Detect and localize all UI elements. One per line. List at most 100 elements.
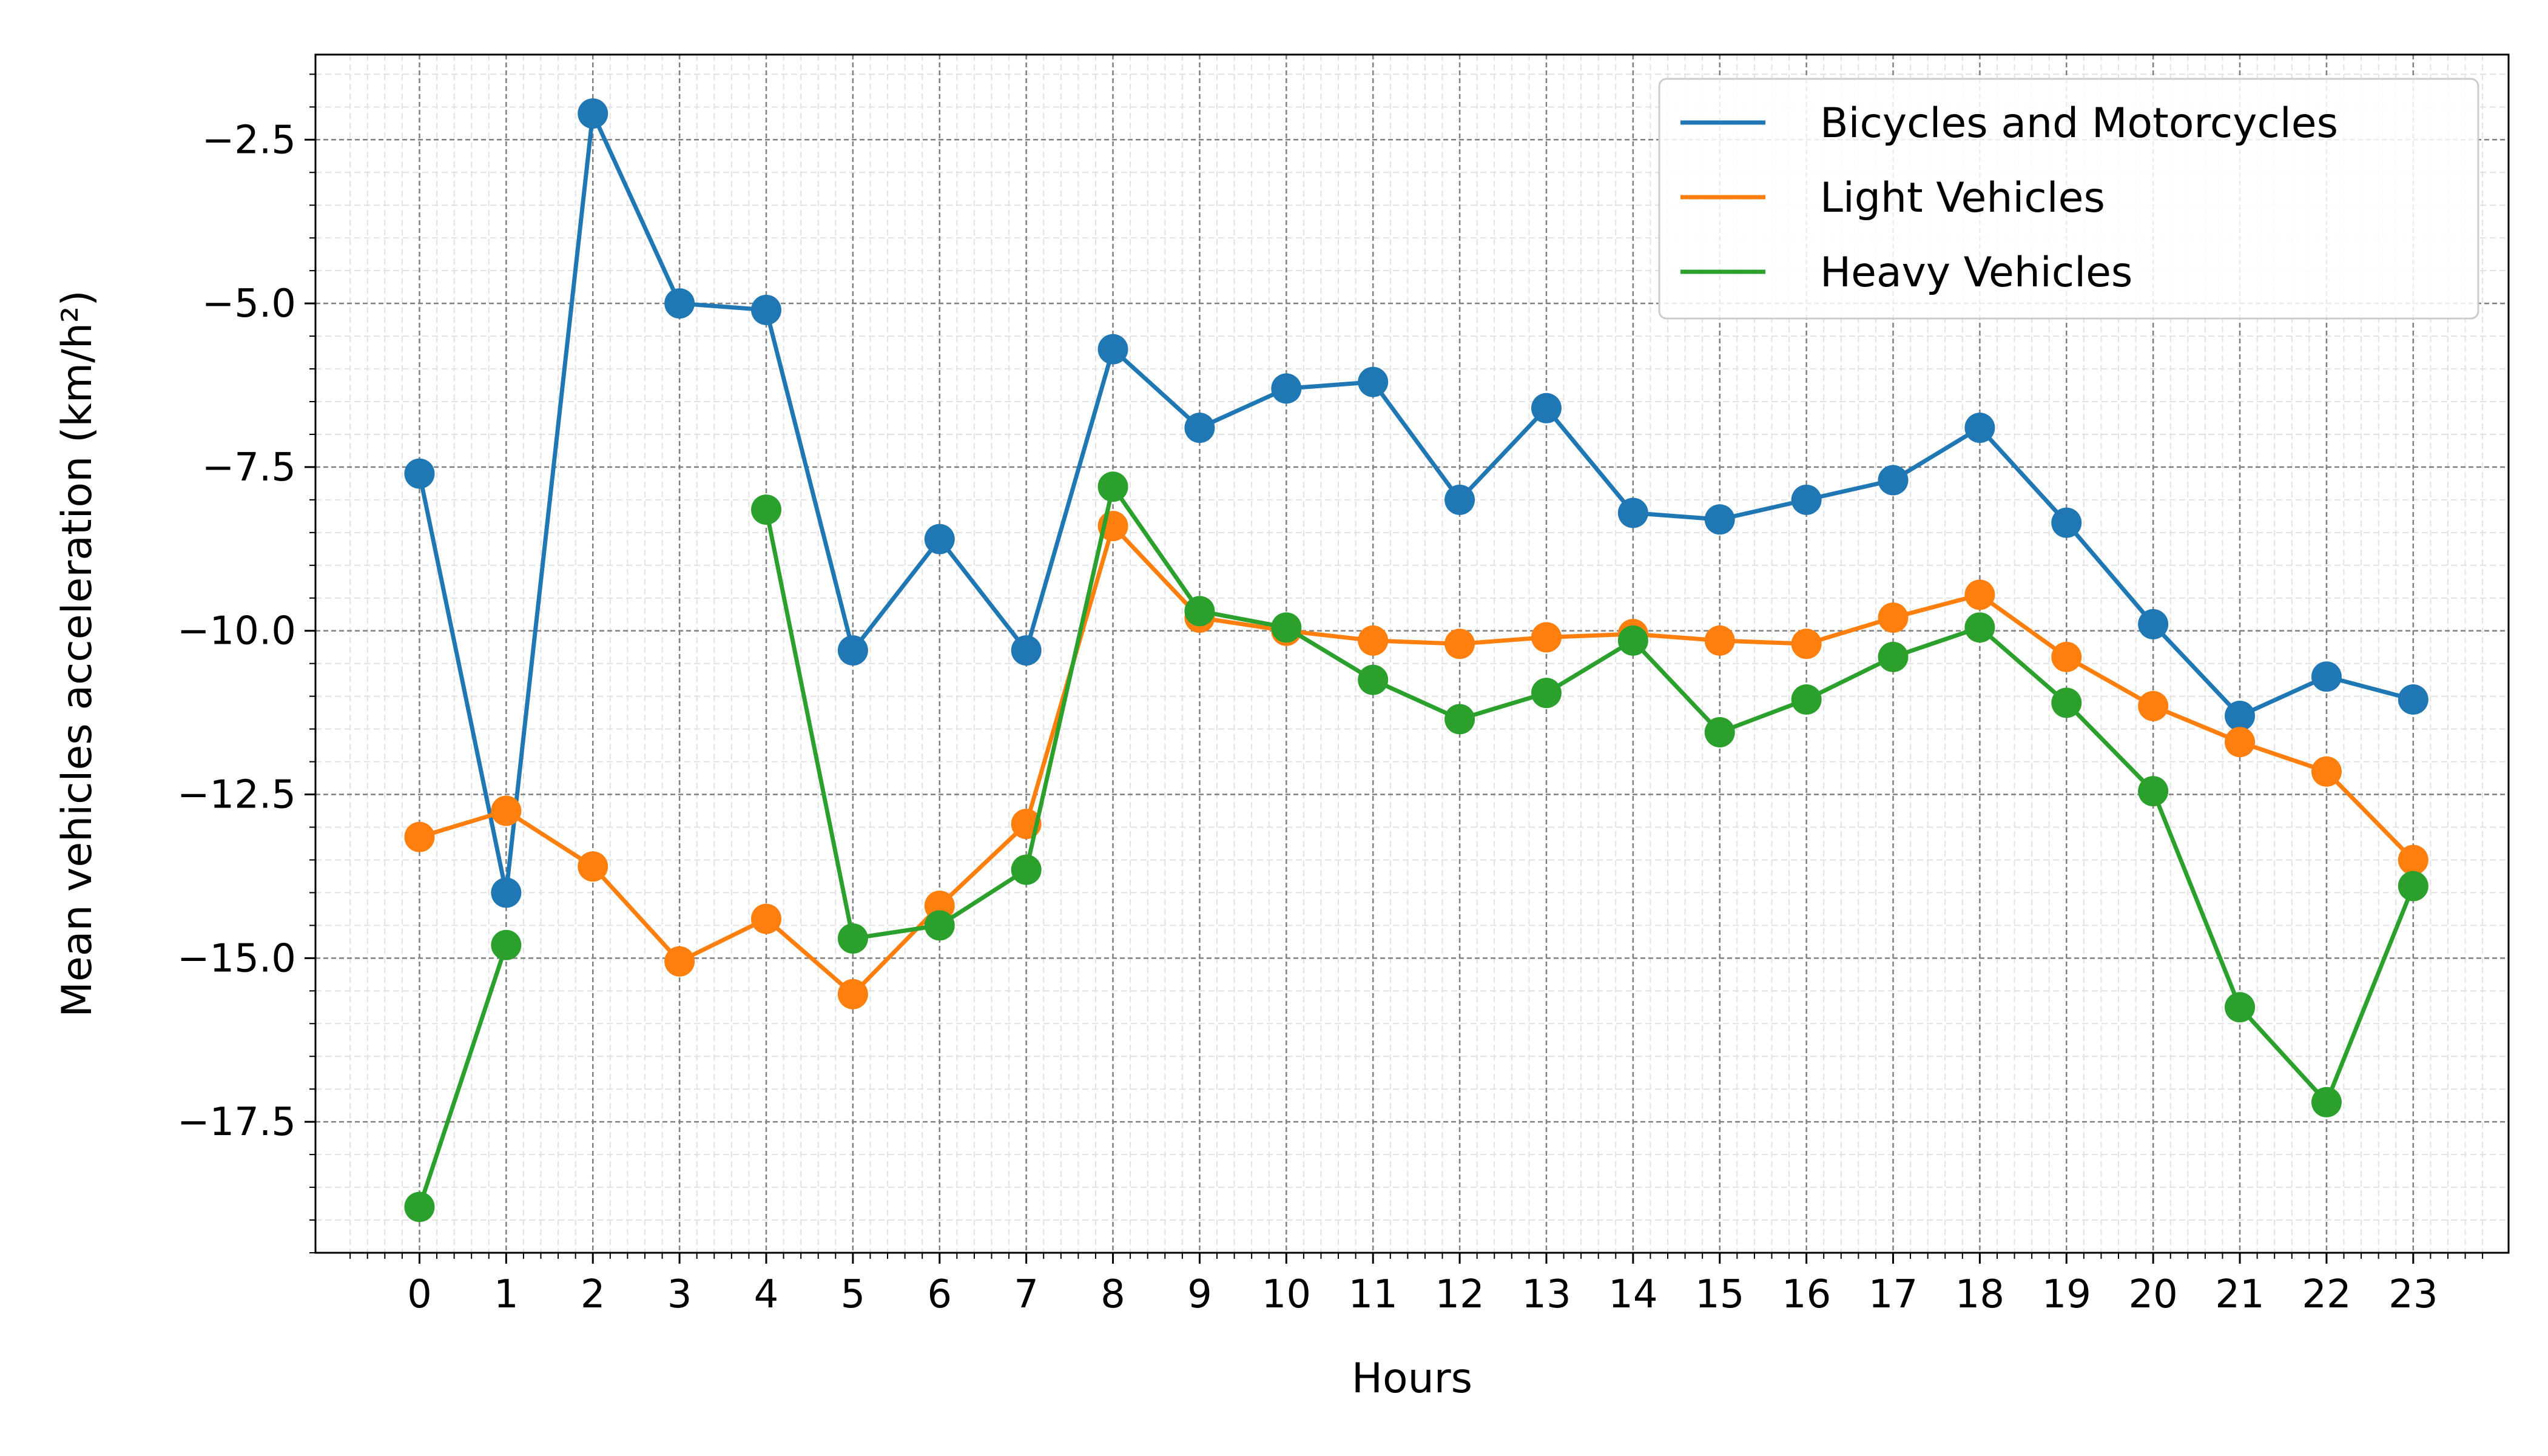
x-tick-label: 17 <box>1869 1272 1918 1317</box>
x-tick-label: 4 <box>754 1272 779 1317</box>
x-tick-label: 8 <box>1100 1272 1125 1317</box>
data-point <box>1964 612 1995 643</box>
data-point <box>837 923 868 954</box>
data-point <box>664 288 695 319</box>
data-point <box>2051 687 2082 718</box>
data-point <box>1791 629 1822 659</box>
x-tick-label: 12 <box>1435 1272 1484 1317</box>
data-point <box>2138 776 2169 807</box>
data-point <box>1271 373 1302 404</box>
data-point <box>404 1191 435 1222</box>
data-point <box>1964 413 1995 443</box>
data-point <box>2398 684 2428 715</box>
data-point <box>578 851 608 882</box>
data-point <box>1704 625 1735 656</box>
x-tick-label: 18 <box>1955 1272 2004 1317</box>
data-point <box>2225 992 2256 1023</box>
x-tick-label: 9 <box>1187 1272 1212 1317</box>
data-point <box>2398 844 2428 875</box>
y-axis-label: Mean vehicles acceleration (km/h²) <box>53 290 101 1017</box>
legend-entry-label: Bicycles and Motorcycles <box>1820 99 2338 147</box>
x-tick-label: 5 <box>841 1272 866 1317</box>
data-point <box>1617 497 1648 528</box>
data-point <box>751 294 782 325</box>
data-point <box>2311 1087 2342 1117</box>
series-line <box>417 524 2416 997</box>
data-point <box>1358 625 1389 656</box>
data-point <box>1531 393 1562 423</box>
y-tick-label: −10.0 <box>177 609 296 654</box>
series-line <box>764 484 2416 1105</box>
data-point <box>491 929 522 960</box>
x-tick-label: 14 <box>1608 1272 1657 1317</box>
data-point <box>924 910 955 941</box>
data-point <box>2225 727 2256 758</box>
x-tick-label: 11 <box>1348 1272 1397 1317</box>
data-point <box>1358 664 1389 695</box>
x-axis-label: Hours <box>1352 1355 1472 1403</box>
data-point <box>1531 622 1562 653</box>
data-point <box>1271 612 1302 643</box>
plot-area-frame <box>314 53 2510 1254</box>
data-point <box>1704 717 1735 748</box>
data-point <box>1097 471 1128 502</box>
data-point <box>1704 504 1735 535</box>
data-point <box>1791 684 1822 715</box>
legend: Bicycles and Motorcycles Light Vehicles He… <box>1658 78 2479 320</box>
x-tick-label: 10 <box>1262 1272 1311 1317</box>
data-point <box>751 903 782 934</box>
data-point <box>2225 701 2256 732</box>
x-tick-label: 6 <box>927 1272 952 1317</box>
series-group <box>404 471 2428 1222</box>
x-axis-ticks: 0 1 2 3 4 5 6 7 8 9 10 11 12 13 14 15 16 17 18 19 20 21 22 23 <box>349 1253 2484 1317</box>
x-tick-label: 0 <box>407 1272 432 1317</box>
data-point <box>1878 465 1909 496</box>
data-point <box>1964 579 1995 610</box>
data-point <box>578 98 608 129</box>
x-tick-label: 21 <box>2215 1272 2264 1317</box>
y-tick-label: −7.5 <box>202 445 296 490</box>
data-point <box>1878 641 1909 672</box>
data-point <box>2311 756 2342 787</box>
data-point <box>924 524 955 554</box>
legend-entry-label: Light Vehicles <box>1820 174 2105 222</box>
x-tick-label: 22 <box>2302 1272 2351 1317</box>
data-point <box>1444 484 1475 515</box>
data-point <box>1011 635 1042 666</box>
data-point <box>1531 678 1562 709</box>
series-line <box>417 943 508 1209</box>
data-point <box>751 494 782 525</box>
series-group <box>404 98 2428 908</box>
y-tick-label: −15.0 <box>177 936 296 981</box>
data-point <box>1444 629 1475 659</box>
x-tick-label: 16 <box>1782 1272 1831 1317</box>
data-point <box>1444 704 1475 735</box>
data-point <box>2398 871 2428 902</box>
legend-entry-label: Heavy Vehicles <box>1820 249 2132 297</box>
data-point <box>491 877 522 908</box>
y-tick-label: −2.5 <box>202 118 296 163</box>
data-point <box>2311 661 2342 692</box>
data-point <box>1878 602 1909 633</box>
x-tick-label: 20 <box>2128 1272 2177 1317</box>
data-point <box>1791 484 1822 515</box>
x-tick-label: 13 <box>1522 1272 1571 1317</box>
y-tick-label: −5.0 <box>202 281 296 326</box>
data-point <box>1184 596 1215 627</box>
series-layer <box>404 98 2428 1222</box>
x-tick-label: 23 <box>2388 1272 2438 1317</box>
data-point <box>1011 854 1042 885</box>
x-tick-label: 19 <box>2042 1272 2091 1317</box>
data-point <box>2051 641 2082 672</box>
data-point <box>2138 690 2169 721</box>
x-tick-label: 3 <box>667 1272 692 1317</box>
data-point <box>491 795 522 826</box>
data-point <box>837 979 868 1009</box>
x-tick-label: 15 <box>1695 1272 1744 1317</box>
y-axis-ticks: −2.5 −5.0 −7.5 −10.0 −12.5 −15.0 −17.5 <box>177 73 315 1253</box>
x-tick-label: 2 <box>581 1272 605 1317</box>
data-point <box>1097 334 1128 365</box>
data-point <box>1617 625 1648 656</box>
legend-box <box>1658 78 2479 320</box>
